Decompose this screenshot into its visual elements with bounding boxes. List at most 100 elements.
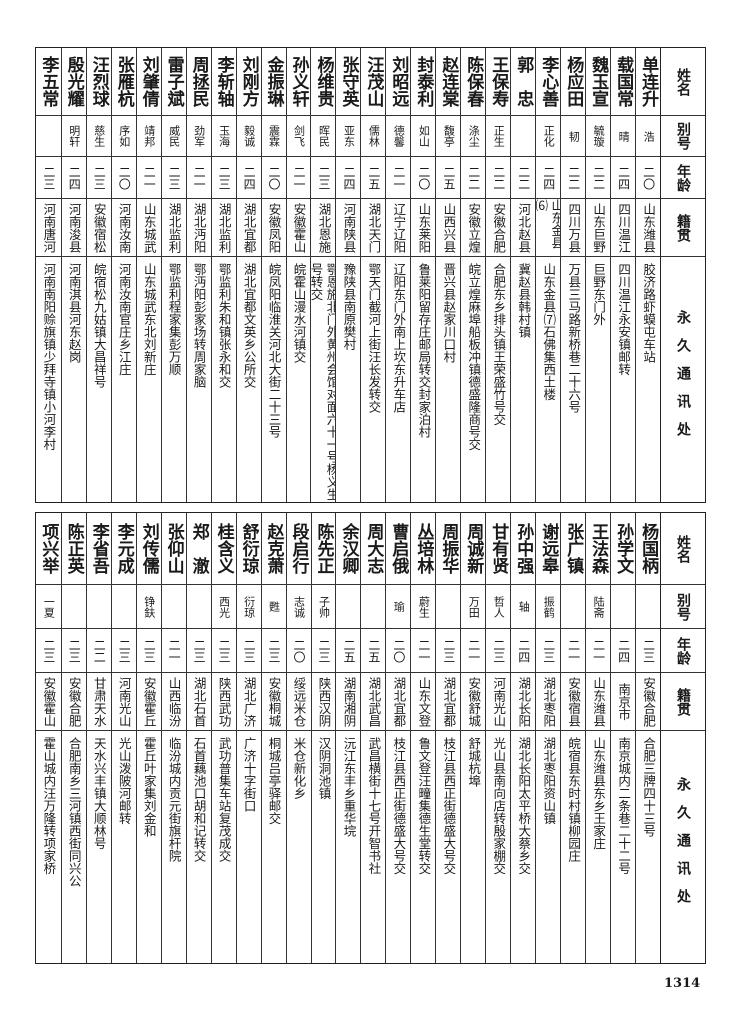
person-alias: 浩	[636, 116, 661, 157]
person-record: 段启行 志诚 二〇 绥远米仓 米仓新化乡	[285, 513, 311, 963]
person-origin: 辽宁辽阳	[386, 199, 411, 257]
person-origin: 安徽宿松	[86, 199, 111, 257]
person-address: 汉阴洞池镇	[316, 737, 332, 800]
person-address: 巨野东门外	[591, 263, 607, 326]
person-origin: 湖北宜都	[386, 673, 411, 731]
person-age: 二〇	[411, 157, 436, 199]
person-record: 杨国柄 二三 安徽合肥 合肥三牌四十三号	[635, 513, 661, 963]
person-address: 辽阳东门外南上坎东升车店	[391, 263, 407, 413]
person-origin: 河南陕县	[336, 199, 361, 257]
person-record: 桂含义 西光 二三 陕西武功 武功普集车站复茂成交	[210, 513, 236, 963]
person-record: 殷光耀 明轩 二四 河南浚县 河南淇县河东赵岗	[60, 48, 86, 502]
person-address: 鄂恩施北门外黄州会馆对面六十一号杨义生号转交	[311, 263, 336, 501]
person-address: 沅江东丰乡重华垸	[341, 737, 357, 837]
person-alias: 慈生	[86, 116, 111, 157]
person-name: 汪烈球	[86, 48, 111, 116]
person-alias: 韧	[561, 116, 586, 157]
person-origin: 湖南湘阴	[336, 673, 361, 731]
person-name: 项兴举	[35, 513, 61, 585]
person-age: 二〇	[386, 629, 411, 673]
person-record: 舒衍琼 衍琼 二三 湖北广济 广济十字街口	[235, 513, 261, 963]
person-alias: 靖邦	[136, 116, 161, 157]
person-age: 二三	[111, 629, 136, 673]
person-name: 周振华	[436, 513, 461, 585]
person-address: 天水兴丰镇大顺林号	[91, 737, 107, 850]
person-address: 武功普集车站复茂成交	[216, 737, 232, 862]
person-alias: 劲军	[186, 116, 211, 157]
person-age: 二三	[486, 629, 511, 673]
person-name: 郑 澈	[186, 513, 211, 585]
person-age: 二三	[636, 629, 661, 673]
person-age: 二三	[436, 629, 461, 673]
person-alias	[636, 585, 661, 629]
person-record: 刘昭远 德馨 二一 辽宁辽阳 辽阳东门外南上坎东升车店	[385, 48, 411, 502]
person-age: 二三	[86, 157, 111, 199]
person-origin: 河南汝南	[111, 199, 136, 257]
header-alias: 别号	[661, 585, 705, 629]
person-address: 米仓新化乡	[291, 737, 307, 800]
header-address: 永久通讯处	[675, 777, 692, 917]
person-record: 孙中强轴二四 湖北长阳 湖北长阳太平桥大蔡乡交	[510, 513, 536, 963]
person-alias: 震霖	[261, 116, 286, 157]
person-origin: 湖北天门	[361, 199, 386, 257]
person-alias: 振鹤	[536, 585, 561, 629]
person-alias: 剑飞	[286, 116, 311, 157]
person-address: 枝江县西正街德盛大号交	[441, 737, 457, 875]
person-age: 二四	[336, 157, 361, 199]
person-record: 杨应田韧二二 四川万县 万县三马路新桥巷二十六号	[560, 48, 586, 502]
person-origin: 山东莱阳	[411, 199, 436, 257]
header-age: 年龄	[661, 629, 705, 673]
person-name: 周拯民	[186, 48, 211, 116]
person-address: 枝江县西正街德盛大号交	[391, 737, 407, 875]
person-record: 汪茂山 儒林 二五 湖北天门 鄂天门截河上街汪长发转交	[360, 48, 386, 502]
person-address: 桐城吕亭驿邮交	[266, 737, 282, 825]
person-name: 桂含义	[211, 513, 236, 585]
person-alias: 一夏	[35, 585, 61, 629]
person-alias: 正化	[536, 116, 561, 157]
person-name: 李五常	[35, 48, 61, 116]
person-alias	[111, 585, 136, 629]
person-name: 赵克萧	[261, 513, 286, 585]
person-record: 周大志 二五 湖北武昌 武昌横街十七号开智书社	[360, 513, 386, 963]
person-address: 四川温江永安镇邮转	[616, 263, 632, 376]
person-alias	[361, 585, 386, 629]
person-record: 赵连棠 馥亭 二五 山西兴县 晋兴县赵家川口村	[435, 48, 461, 502]
person-origin: 湖北广济	[236, 673, 261, 731]
person-record: 项兴举 一夏 二三 安徽霍山 霍山城内汪万隆转项家桥	[35, 513, 61, 963]
person-age: 二三	[236, 629, 261, 673]
person-record: 张广镇 二一 安徽宿县 皖宿县东时村镇柳园庄	[560, 513, 586, 963]
person-address: 湖北枣阳资山镇	[541, 737, 557, 825]
person-record: 杨维贵 晖民 二三 湖北恩施 鄂恩施北门外黄州会馆对面六十一号杨义生号转交	[310, 48, 336, 502]
person-age: 二四	[536, 157, 561, 199]
person-record: 王保寿 正生 二二 安徽合肥 合肥东乡排头镇王荣盛竹号交	[485, 48, 511, 502]
person-age: 二〇	[261, 157, 286, 199]
person-age: 二二	[86, 629, 111, 673]
person-record: 雷子斌 威民 二三 湖北监利 鄂监利程家集彭万顺	[160, 48, 186, 502]
person-record: 封泰利 如山 二〇 山东莱阳 鲁莱阳留存庄邮局转交封家泊村	[410, 48, 436, 502]
person-alias: 蔚生	[411, 585, 436, 629]
person-origin: 山西兴县	[436, 199, 461, 257]
person-age: 二〇	[636, 157, 661, 199]
person-origin: 四川温江	[611, 199, 636, 257]
person-address: 湖北长阳太平桥大蔡乡交	[516, 737, 532, 875]
person-origin: 安徽宿县	[561, 673, 586, 731]
person-age: 二一	[386, 157, 411, 199]
person-origin: 湖北监利	[161, 199, 186, 257]
person-name: 张广镇	[561, 513, 586, 585]
person-name: 舒衍琼	[236, 513, 261, 585]
person-age: 二一	[461, 629, 486, 673]
person-record: 李元成 二三 河南光山 光山泼陂河邮转	[110, 513, 136, 963]
person-alias: 如山	[411, 116, 436, 157]
person-origin: 山东城武	[136, 199, 161, 257]
person-name: 李省吾	[86, 513, 111, 585]
person-name: 张仰山	[161, 513, 186, 585]
person-alias: 玉海	[211, 116, 236, 157]
person-origin: 河北赵县	[511, 199, 536, 257]
person-address: 山东城武东北刘新庄	[141, 263, 157, 376]
person-name: 郭 忠	[511, 48, 536, 116]
person-age: 二三	[35, 157, 61, 199]
person-alias: 毓璇	[586, 116, 611, 157]
person-address: 霍山城内汪万隆转项家桥	[41, 737, 57, 875]
person-name: 王法森	[586, 513, 611, 585]
person-origin: 河南浚县	[61, 199, 86, 257]
